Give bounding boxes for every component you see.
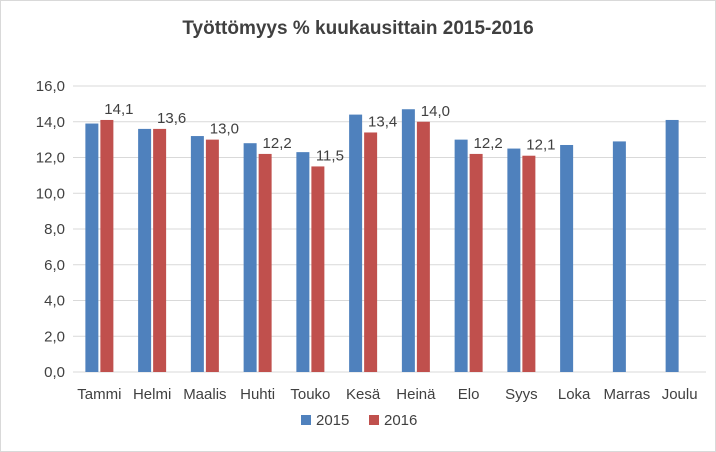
bar-2015 (190, 136, 204, 372)
x-tick-label: Huhti (240, 386, 275, 403)
data-label: 13,0 (210, 121, 239, 138)
legend-swatch-2016 (369, 415, 379, 425)
y-tick-label: 14,0 (36, 114, 65, 131)
data-labels: 14,1 13,6 13,0 12,2 11,5 13,4 14,0 12,2 12,1 (104, 101, 555, 164)
bar-2015 (612, 141, 626, 372)
y-tick-label: 2,0 (44, 328, 65, 345)
bar-2015 (665, 119, 679, 373)
bar-2015 (401, 109, 415, 373)
data-label: 12,2 (474, 135, 503, 152)
bars (85, 109, 679, 373)
bar-2016 (469, 153, 483, 372)
bar-2016 (311, 166, 325, 372)
y-axis-ticks: 0,0 2,0 4,0 6,0 8,0 10,0 12,0 14,0 16,0 (36, 78, 65, 381)
bar-2015 (507, 148, 521, 372)
bar-2015 (454, 139, 468, 372)
data-label: 11,5 (316, 147, 344, 164)
y-tick-label: 12,0 (36, 150, 65, 167)
x-tick-label: Tammi (77, 386, 121, 403)
data-label: 14,1 (104, 101, 133, 118)
bar-2016 (153, 128, 167, 372)
x-tick-label: Loka (558, 386, 591, 403)
bar-2016 (364, 132, 378, 372)
legend-label: 2016 (384, 412, 417, 429)
x-tick-label: Elo (458, 386, 480, 403)
bar-2015 (85, 123, 99, 372)
bar-2016 (205, 139, 219, 372)
y-tick-label: 8,0 (44, 221, 65, 238)
x-tick-label: Heinä (396, 386, 436, 403)
y-tick-label: 0,0 (44, 364, 65, 381)
x-tick-label: Joulu (662, 386, 698, 403)
bar-2016 (416, 121, 430, 372)
bar-2016 (522, 155, 536, 372)
bar-2016 (258, 153, 272, 372)
x-tick-label: Touko (290, 386, 330, 403)
bar-2015 (138, 128, 152, 372)
bar-2015 (296, 152, 310, 372)
x-tick-label: Maalis (183, 386, 226, 403)
x-axis-ticks: Tammi Helmi Maalis Huhti Touko Kesä Heinä Elo Sy… (77, 386, 697, 403)
legend-swatch-2015 (301, 415, 311, 425)
y-tick-label: 16,0 (36, 78, 65, 95)
legend: 2015 2016 (301, 412, 417, 429)
x-tick-label: Helmi (133, 386, 171, 403)
data-label: 13,4 (368, 113, 397, 130)
data-label: 12,2 (263, 135, 292, 152)
y-tick-label: 10,0 (36, 185, 65, 202)
bar-2015 (243, 143, 257, 372)
y-tick-label: 4,0 (44, 293, 65, 310)
legend-label: 2015 (316, 412, 349, 429)
data-label: 14,0 (421, 103, 450, 120)
data-label: 13,6 (157, 110, 186, 127)
x-tick-label: Marras (604, 386, 651, 403)
bar-2016 (100, 119, 114, 373)
x-tick-label: Kesä (346, 386, 381, 403)
grid-lines (73, 85, 706, 373)
data-label: 12,1 (526, 137, 555, 154)
bar-2015 (560, 144, 574, 372)
bar-2015 (349, 114, 363, 372)
chart-title: Työttömyys % kuukausittain 2015-2016 (182, 18, 534, 39)
x-tick-label: Syys (505, 386, 538, 403)
y-tick-label: 6,0 (44, 257, 65, 274)
